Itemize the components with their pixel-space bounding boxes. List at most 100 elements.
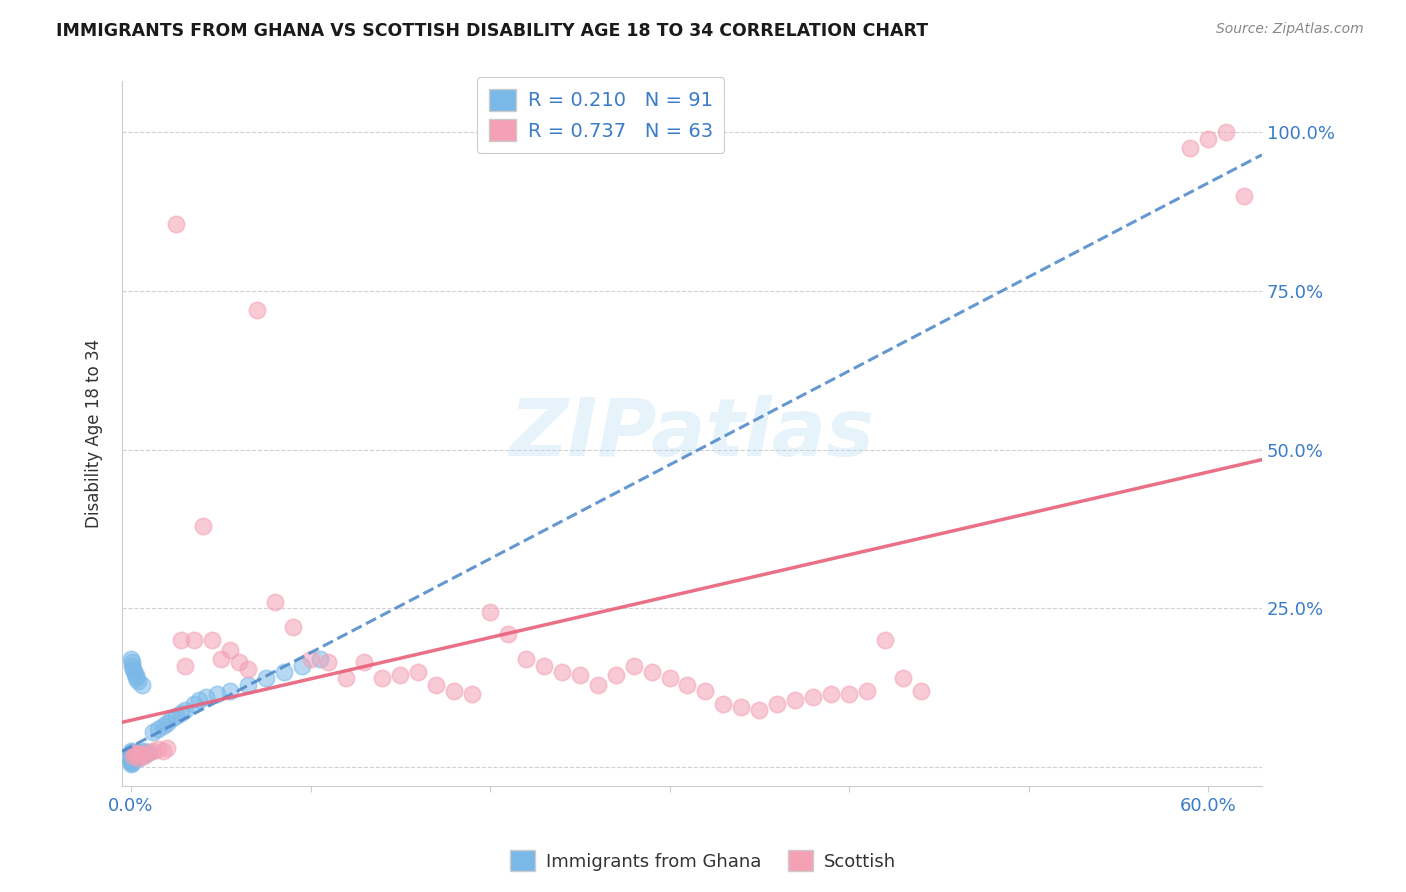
Point	[136, 746, 159, 760]
Point	[134, 747, 156, 762]
Point	[121, 658, 143, 673]
Point	[131, 746, 153, 760]
Point	[170, 633, 193, 648]
Point	[124, 746, 146, 760]
Point	[156, 715, 179, 730]
Point	[515, 652, 537, 666]
Point	[121, 747, 143, 761]
Point	[121, 747, 143, 762]
Point	[120, 756, 142, 771]
Point	[121, 750, 143, 764]
Point	[156, 741, 179, 756]
Point	[121, 756, 143, 770]
Point	[127, 748, 149, 763]
Point	[121, 748, 143, 763]
Point	[910, 684, 932, 698]
Point	[188, 693, 211, 707]
Point	[873, 633, 896, 648]
Point	[273, 665, 295, 679]
Point	[128, 747, 150, 762]
Point	[236, 662, 259, 676]
Point	[122, 747, 145, 761]
Point	[838, 687, 860, 701]
Point	[766, 697, 789, 711]
Point	[820, 687, 842, 701]
Point	[152, 719, 174, 733]
Point	[142, 744, 165, 758]
Point	[120, 747, 142, 762]
Point	[125, 748, 148, 763]
Point	[125, 747, 148, 762]
Point	[1178, 141, 1201, 155]
Point	[218, 642, 240, 657]
Text: Source: ZipAtlas.com: Source: ZipAtlas.com	[1216, 22, 1364, 37]
Point	[1197, 131, 1219, 145]
Point	[425, 677, 447, 691]
Point	[121, 656, 143, 670]
Point	[120, 755, 142, 769]
Point	[124, 747, 146, 762]
Point	[121, 749, 143, 764]
Point	[533, 658, 555, 673]
Point	[623, 658, 645, 673]
Point	[122, 747, 145, 762]
Point	[568, 668, 591, 682]
Point	[129, 747, 152, 761]
Point	[335, 671, 357, 685]
Point	[121, 749, 143, 764]
Point	[132, 748, 155, 763]
Point	[353, 656, 375, 670]
Point	[496, 627, 519, 641]
Point	[1233, 188, 1256, 202]
Point	[121, 751, 143, 765]
Point	[127, 674, 149, 689]
Point	[371, 671, 394, 685]
Point	[152, 744, 174, 758]
Point	[121, 747, 143, 762]
Point	[195, 690, 218, 705]
Point	[1215, 125, 1237, 139]
Point	[120, 652, 142, 666]
Point	[121, 750, 143, 764]
Point	[120, 754, 142, 768]
Point	[124, 750, 146, 764]
Point	[124, 668, 146, 682]
Point	[138, 745, 160, 759]
Point	[254, 671, 277, 685]
Point	[183, 633, 205, 648]
Point	[122, 750, 145, 764]
Point	[201, 633, 224, 648]
Point	[122, 665, 145, 679]
Point	[290, 658, 312, 673]
Point	[125, 747, 148, 761]
Y-axis label: Disability Age 18 to 34: Disability Age 18 to 34	[86, 339, 103, 528]
Point	[121, 748, 143, 763]
Point	[122, 748, 145, 763]
Point	[120, 754, 142, 768]
Point	[658, 671, 681, 685]
Point	[461, 687, 484, 701]
Point	[236, 677, 259, 691]
Point	[127, 746, 149, 760]
Point	[170, 706, 193, 720]
Point	[146, 722, 169, 736]
Point	[121, 750, 143, 764]
Point	[125, 749, 148, 764]
Point	[120, 746, 142, 760]
Point	[318, 656, 340, 670]
Point	[406, 665, 429, 679]
Point	[785, 693, 807, 707]
Point	[246, 303, 269, 318]
Point	[308, 652, 330, 666]
Point	[120, 752, 142, 766]
Point	[125, 747, 148, 761]
Point	[856, 684, 879, 698]
Point	[218, 684, 240, 698]
Point	[263, 595, 285, 609]
Point	[228, 656, 250, 670]
Point	[124, 749, 146, 764]
Point	[165, 709, 187, 723]
Point	[129, 747, 152, 762]
Point	[127, 747, 149, 762]
Point	[121, 746, 143, 760]
